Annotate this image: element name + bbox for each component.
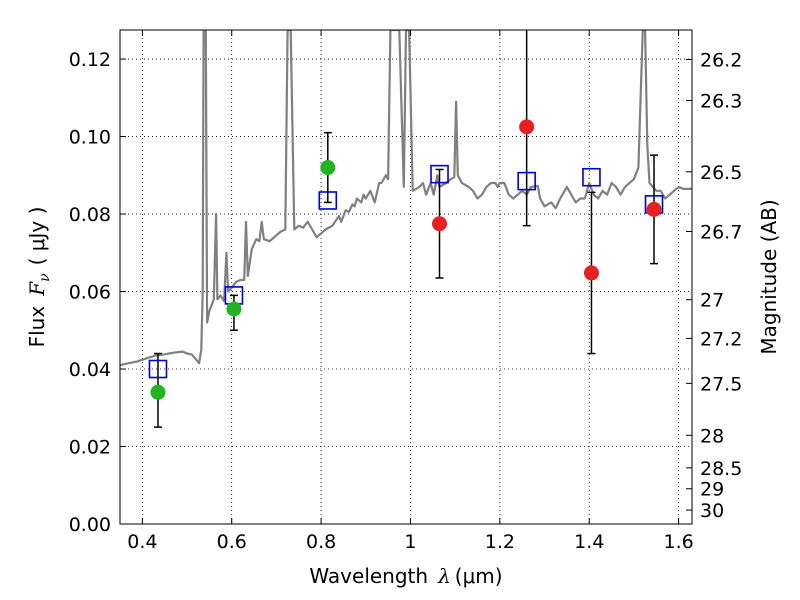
- y2-tick-label: 27.5: [700, 373, 742, 395]
- plot-frame: [119, 29, 693, 525]
- circle-marker: [432, 216, 448, 232]
- square-marker: [430, 164, 449, 184]
- square-marker: [148, 359, 168, 379]
- y2-tick-label: 27: [700, 290, 724, 312]
- model-spectrum: [120, 30, 692, 367]
- x-tick-label: 1: [404, 531, 416, 553]
- circle-marker: [320, 160, 336, 176]
- data-markers: [148, 119, 664, 400]
- y2-tick-label: 26.3: [700, 91, 742, 113]
- x-tick-label: 0.6: [217, 531, 247, 553]
- x-axis-label: Wavelength λ (μm): [309, 564, 502, 588]
- y-tick-label: 0.00: [69, 514, 111, 536]
- y-tick-label: 0.08: [69, 204, 111, 226]
- y2-tick-label: 29: [700, 479, 724, 501]
- x-tick-label: 1.6: [663, 531, 693, 553]
- circle-marker: [150, 384, 166, 400]
- y-axis-ticks: 0.00 0.02 0.04 0.06 0.08 0.10 0.12: [69, 49, 126, 536]
- circle-marker: [646, 201, 662, 217]
- x-tick-label: 1.4: [574, 531, 604, 553]
- circle-marker: [226, 301, 242, 317]
- circle-marker: [583, 265, 599, 281]
- y-tick-label: 0.02: [69, 437, 111, 459]
- y2-tick-label: 26.2: [700, 49, 742, 71]
- x-tick-label: 0.8: [306, 531, 336, 553]
- y2-tick-label: 27.2: [700, 328, 742, 350]
- square-marker: [318, 191, 338, 210]
- circle-marker: [519, 119, 535, 135]
- y2-axis-label: Magnitude (AB): [757, 199, 781, 354]
- y2-tick-label: 28: [700, 425, 724, 447]
- y-tick-label: 0.12: [69, 49, 111, 71]
- spectrum-line: [120, 30, 692, 367]
- x-tick-label: 1.2: [485, 531, 515, 553]
- y-tick-label: 0.10: [69, 127, 111, 149]
- square-marker: [517, 171, 536, 191]
- y2-tick-label: 28.5: [700, 458, 742, 480]
- y-axis-label: FluxFν( μJy ): [25, 207, 53, 348]
- y2-tick-label: 26.7: [700, 221, 742, 243]
- y2-tick-label: 26.5: [700, 162, 742, 184]
- square-marker: [582, 167, 601, 187]
- x-axis-ticks: 0.4 0.6 0.8 1 1.2 1.4 1.6: [127, 30, 694, 553]
- y-tick-label: 0.06: [69, 282, 111, 304]
- y-tick-label: 0.04: [69, 359, 111, 381]
- x-tick-label: 0.4: [127, 531, 157, 553]
- y2-tick-label: 30: [700, 500, 724, 522]
